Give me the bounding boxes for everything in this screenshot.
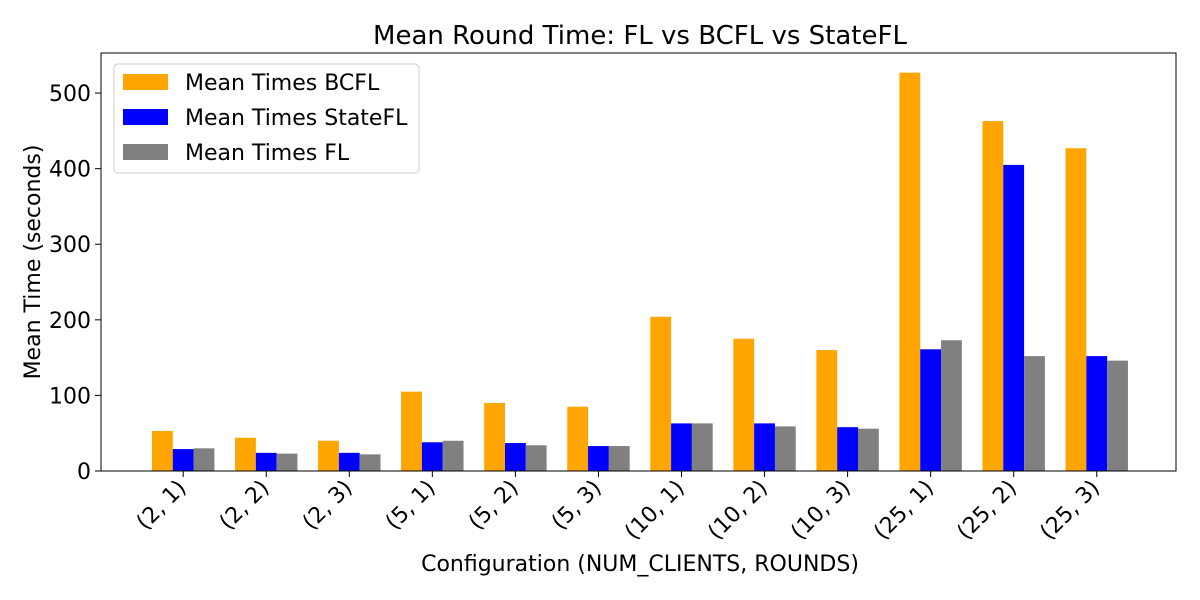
bar <box>754 423 775 471</box>
bar <box>255 452 277 471</box>
legend-label: Mean Times StateFL <box>185 106 408 131</box>
bar <box>235 437 256 471</box>
bar <box>276 453 298 471</box>
x-tick-label: (25, 2) <box>953 476 1022 545</box>
x-tick-label: (25, 3) <box>1036 476 1105 545</box>
x-tick-label: (5, 2) <box>464 476 524 536</box>
bar <box>733 338 755 471</box>
bar <box>338 452 360 471</box>
bar <box>421 442 443 471</box>
bar <box>671 423 692 471</box>
bar <box>1065 148 1087 472</box>
legend: Mean Times BCFL Mean Times StateFL Mean Ti… <box>113 63 420 174</box>
legend-swatch <box>123 74 168 90</box>
bar <box>359 454 381 471</box>
bar <box>920 349 942 471</box>
y-tick-label: 0 <box>77 460 91 485</box>
bar <box>484 402 505 471</box>
bar <box>858 428 879 471</box>
y-tick-label: 400 <box>49 158 91 183</box>
bar <box>1003 164 1025 471</box>
chart-title: Mean Round Time: FL vs BCFL vs StateFL <box>373 21 907 51</box>
bar <box>152 430 173 471</box>
bar <box>899 72 921 472</box>
plot-area <box>152 72 1128 472</box>
x-tick-label: (2, 1) <box>132 476 192 536</box>
bar <box>442 440 464 471</box>
bar <box>1024 356 1045 471</box>
y-tick-label: 100 <box>49 384 91 409</box>
x-tick-label: (25, 1) <box>869 476 938 545</box>
bar <box>193 448 215 471</box>
bar <box>982 121 1004 471</box>
x-tick-label: (10, 1) <box>620 476 689 545</box>
x-tick-label: (5, 1) <box>381 476 441 536</box>
bar <box>650 316 672 471</box>
bar <box>1086 356 1108 471</box>
x-tick-label: (10, 2) <box>703 476 772 545</box>
bar <box>588 446 609 471</box>
legend-swatch <box>123 144 168 160</box>
bar <box>1107 360 1128 471</box>
y-tick-label: 300 <box>49 233 91 258</box>
bar <box>608 446 630 471</box>
bar <box>318 440 339 471</box>
legend-swatch <box>123 109 168 125</box>
bar <box>505 443 526 471</box>
bar <box>691 423 713 471</box>
bar <box>941 340 962 471</box>
legend-box <box>113 63 420 174</box>
x-tick-label: (10, 3) <box>786 476 855 545</box>
bar <box>837 427 858 471</box>
y-tick-label: 200 <box>49 309 91 334</box>
x-axis-label: Configuration (NUM_CLIENTS, ROUNDS) <box>421 552 859 577</box>
bar <box>172 449 194 471</box>
x-tick-label: (5, 3) <box>547 476 607 536</box>
bar <box>401 391 422 471</box>
x-tick-label: (2, 3) <box>298 476 358 536</box>
legend-label: Mean Times FL <box>185 141 350 166</box>
bar <box>567 406 589 471</box>
x-tick-label: (2, 2) <box>215 476 275 536</box>
bar <box>774 426 796 471</box>
y-tick-label: 500 <box>49 82 91 107</box>
legend-label: Mean Times BCFL <box>185 71 380 96</box>
plot-frame <box>100 52 1177 472</box>
bar <box>525 445 547 471</box>
y-axis-label: Mean Time (seconds) <box>21 145 46 380</box>
bar <box>816 350 838 471</box>
